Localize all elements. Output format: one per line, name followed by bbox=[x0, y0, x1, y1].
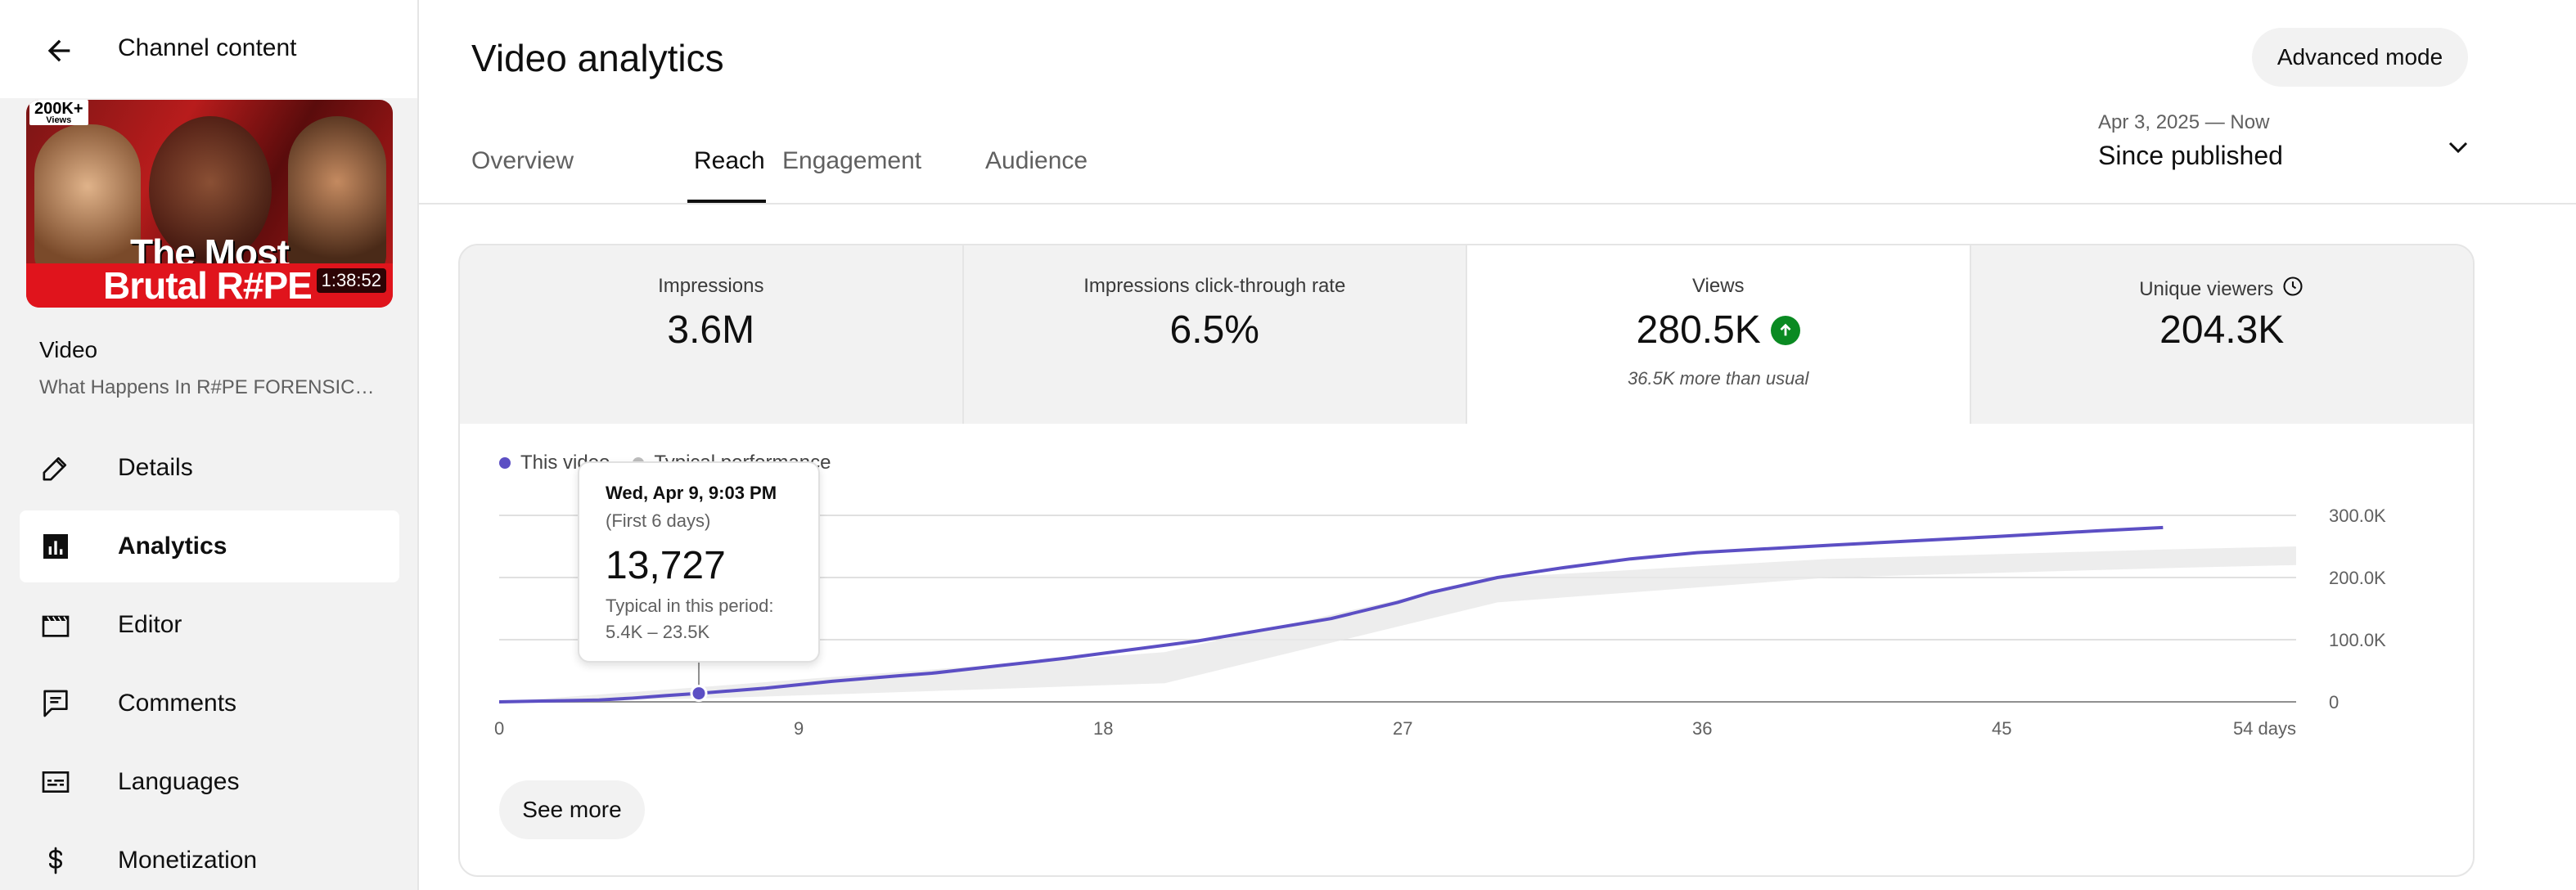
x-tick-label: 18 bbox=[1093, 718, 1113, 739]
header-divider bbox=[419, 203, 2576, 205]
see-more-button[interactable]: See more bbox=[499, 780, 645, 839]
comment-icon bbox=[38, 685, 74, 721]
bar-chart-icon bbox=[38, 528, 74, 564]
video-thumbnail[interactable]: 200K+ Views The Most Brutal R#PE 1:38:52 bbox=[26, 100, 393, 308]
clock-icon bbox=[2281, 275, 2304, 303]
video-duration: 1:38:52 bbox=[316, 268, 386, 293]
date-range-label: Since published bbox=[2098, 141, 2283, 170]
nav-label-details: Details bbox=[118, 454, 193, 481]
tooltip-value: 13,727 bbox=[606, 544, 726, 587]
metric-impressions[interactable]: Impressions 3.6M bbox=[460, 245, 964, 424]
nav-label-languages: Languages bbox=[118, 768, 240, 795]
dollar-icon bbox=[38, 843, 74, 879]
clapperboard-icon bbox=[38, 607, 74, 643]
y-tick-label: 200.0K bbox=[2329, 568, 2386, 588]
metric-value: 6.5% bbox=[1169, 308, 1259, 352]
nav-label-editor: Editor bbox=[118, 611, 182, 638]
tab-reach[interactable]: Reach bbox=[694, 147, 765, 174]
y-tick-label: 0 bbox=[2329, 692, 2339, 712]
video-label: Video bbox=[39, 337, 98, 362]
x-tick-label: 54 days bbox=[2233, 718, 2296, 739]
back-arrow-icon[interactable] bbox=[36, 28, 82, 74]
legend-dot bbox=[499, 457, 511, 469]
main-content: Video analytics Advanced mode Overview R… bbox=[419, 0, 2576, 890]
nav-label-monetization: Monetization bbox=[118, 847, 258, 874]
views-chart: 0 100.0K 200.0K 300.0K 0 9 18 27 36 45 54 days Thi… bbox=[460, 424, 2473, 875]
thumbnail-person-2 bbox=[149, 116, 272, 263]
metric-value-row: 280.5K bbox=[1467, 308, 1970, 353]
x-tick-label: 45 bbox=[1992, 718, 2011, 739]
advanced-mode-button[interactable]: Advanced mode bbox=[2252, 28, 2468, 87]
metric-value: 280.5K bbox=[1636, 308, 1761, 352]
metric-views[interactable]: Views 280.5K 36.5K more than usual bbox=[1467, 245, 1971, 424]
metric-label: Impressions bbox=[658, 275, 764, 297]
metric-note: 36.5K more than usual bbox=[1628, 368, 1809, 389]
sidebar: Channel content 200K+ Views The Most Bru… bbox=[0, 0, 419, 890]
nav-label-analytics: Analytics bbox=[118, 533, 227, 560]
thumbnail-text-line2: Brutal R#PE bbox=[26, 263, 393, 308]
metric-unique-viewers[interactable]: Unique viewers 204.3K bbox=[1970, 245, 2474, 424]
x-tick-label: 9 bbox=[794, 718, 804, 739]
nav-item-editor[interactable]: Editor bbox=[20, 589, 399, 661]
metric-label: Impressions click-through rate bbox=[1083, 275, 1346, 297]
metric-tabs: Impressions 3.6M Impressions click-throu… bbox=[460, 245, 2473, 424]
sidebar-title: Channel content bbox=[118, 34, 297, 61]
tooltip-typical-label: Typical in this period: bbox=[606, 596, 774, 616]
thumbnail-person-1 bbox=[34, 124, 141, 280]
nav-item-comments[interactable]: Comments bbox=[20, 668, 399, 739]
nav-item-analytics[interactable]: Analytics bbox=[20, 510, 399, 582]
analytics-card: Impressions 3.6M Impressions click-throu… bbox=[458, 244, 2475, 877]
active-tab-indicator bbox=[687, 200, 766, 203]
tab-engagement[interactable]: Engagement bbox=[782, 147, 922, 174]
metric-value: 204.3K bbox=[2159, 308, 2285, 352]
pencil-icon bbox=[38, 450, 74, 486]
nav-label-comments: Comments bbox=[118, 690, 237, 717]
date-range-picker[interactable]: Apr 3, 2025 — Now Since published bbox=[2098, 111, 2475, 185]
tooltip-date: Wed, Apr 9, 9:03 PM bbox=[606, 483, 777, 503]
tab-audience[interactable]: Audience bbox=[985, 147, 1088, 174]
subtitles-icon bbox=[38, 764, 74, 800]
x-tick-label: 27 bbox=[1393, 718, 1412, 739]
sidebar-header: Channel content bbox=[0, 0, 417, 98]
metric-label: Views bbox=[1691, 275, 1745, 297]
tooltip-typical-range: 5.4K – 23.5K bbox=[606, 622, 710, 642]
chevron-down-icon bbox=[2442, 131, 2475, 164]
chart-tooltip: Wed, Apr 9, 9:03 PM (First 6 days) 13,72… bbox=[578, 461, 820, 663]
y-tick-label: 300.0K bbox=[2329, 506, 2386, 526]
y-tick-label: 100.0K bbox=[2329, 630, 2386, 650]
date-range-text: Apr 3, 2025 — Now bbox=[2098, 111, 2270, 133]
nav-item-details[interactable]: Details bbox=[20, 432, 399, 504]
arrow-up-icon bbox=[1770, 315, 1800, 345]
metric-ctr[interactable]: Impressions click-through rate 6.5% bbox=[963, 245, 1467, 424]
tooltip-period: (First 6 days) bbox=[606, 510, 711, 531]
views-badge: 200K+ Views bbox=[29, 100, 88, 125]
metric-label-row: Unique viewers bbox=[1971, 275, 2474, 303]
x-tick-label: 0 bbox=[494, 718, 504, 739]
typical-performance-band bbox=[499, 546, 2296, 702]
nav-item-monetization[interactable]: Monetization bbox=[20, 825, 399, 890]
tab-overview[interactable]: Overview bbox=[471, 147, 574, 174]
x-tick-label: 36 bbox=[1692, 718, 1712, 739]
nav-item-languages[interactable]: Languages bbox=[20, 746, 399, 818]
page-title: Video analytics bbox=[471, 37, 724, 79]
metric-value: 3.6M bbox=[667, 308, 755, 352]
thumbnail-person-3 bbox=[288, 116, 386, 280]
series-line-this-video bbox=[498, 525, 2164, 703]
metric-label: Unique viewers bbox=[2139, 277, 2274, 300]
video-title: What Happens In R#PE FORENSICS... bbox=[39, 376, 383, 398]
hover-point bbox=[690, 685, 708, 703]
